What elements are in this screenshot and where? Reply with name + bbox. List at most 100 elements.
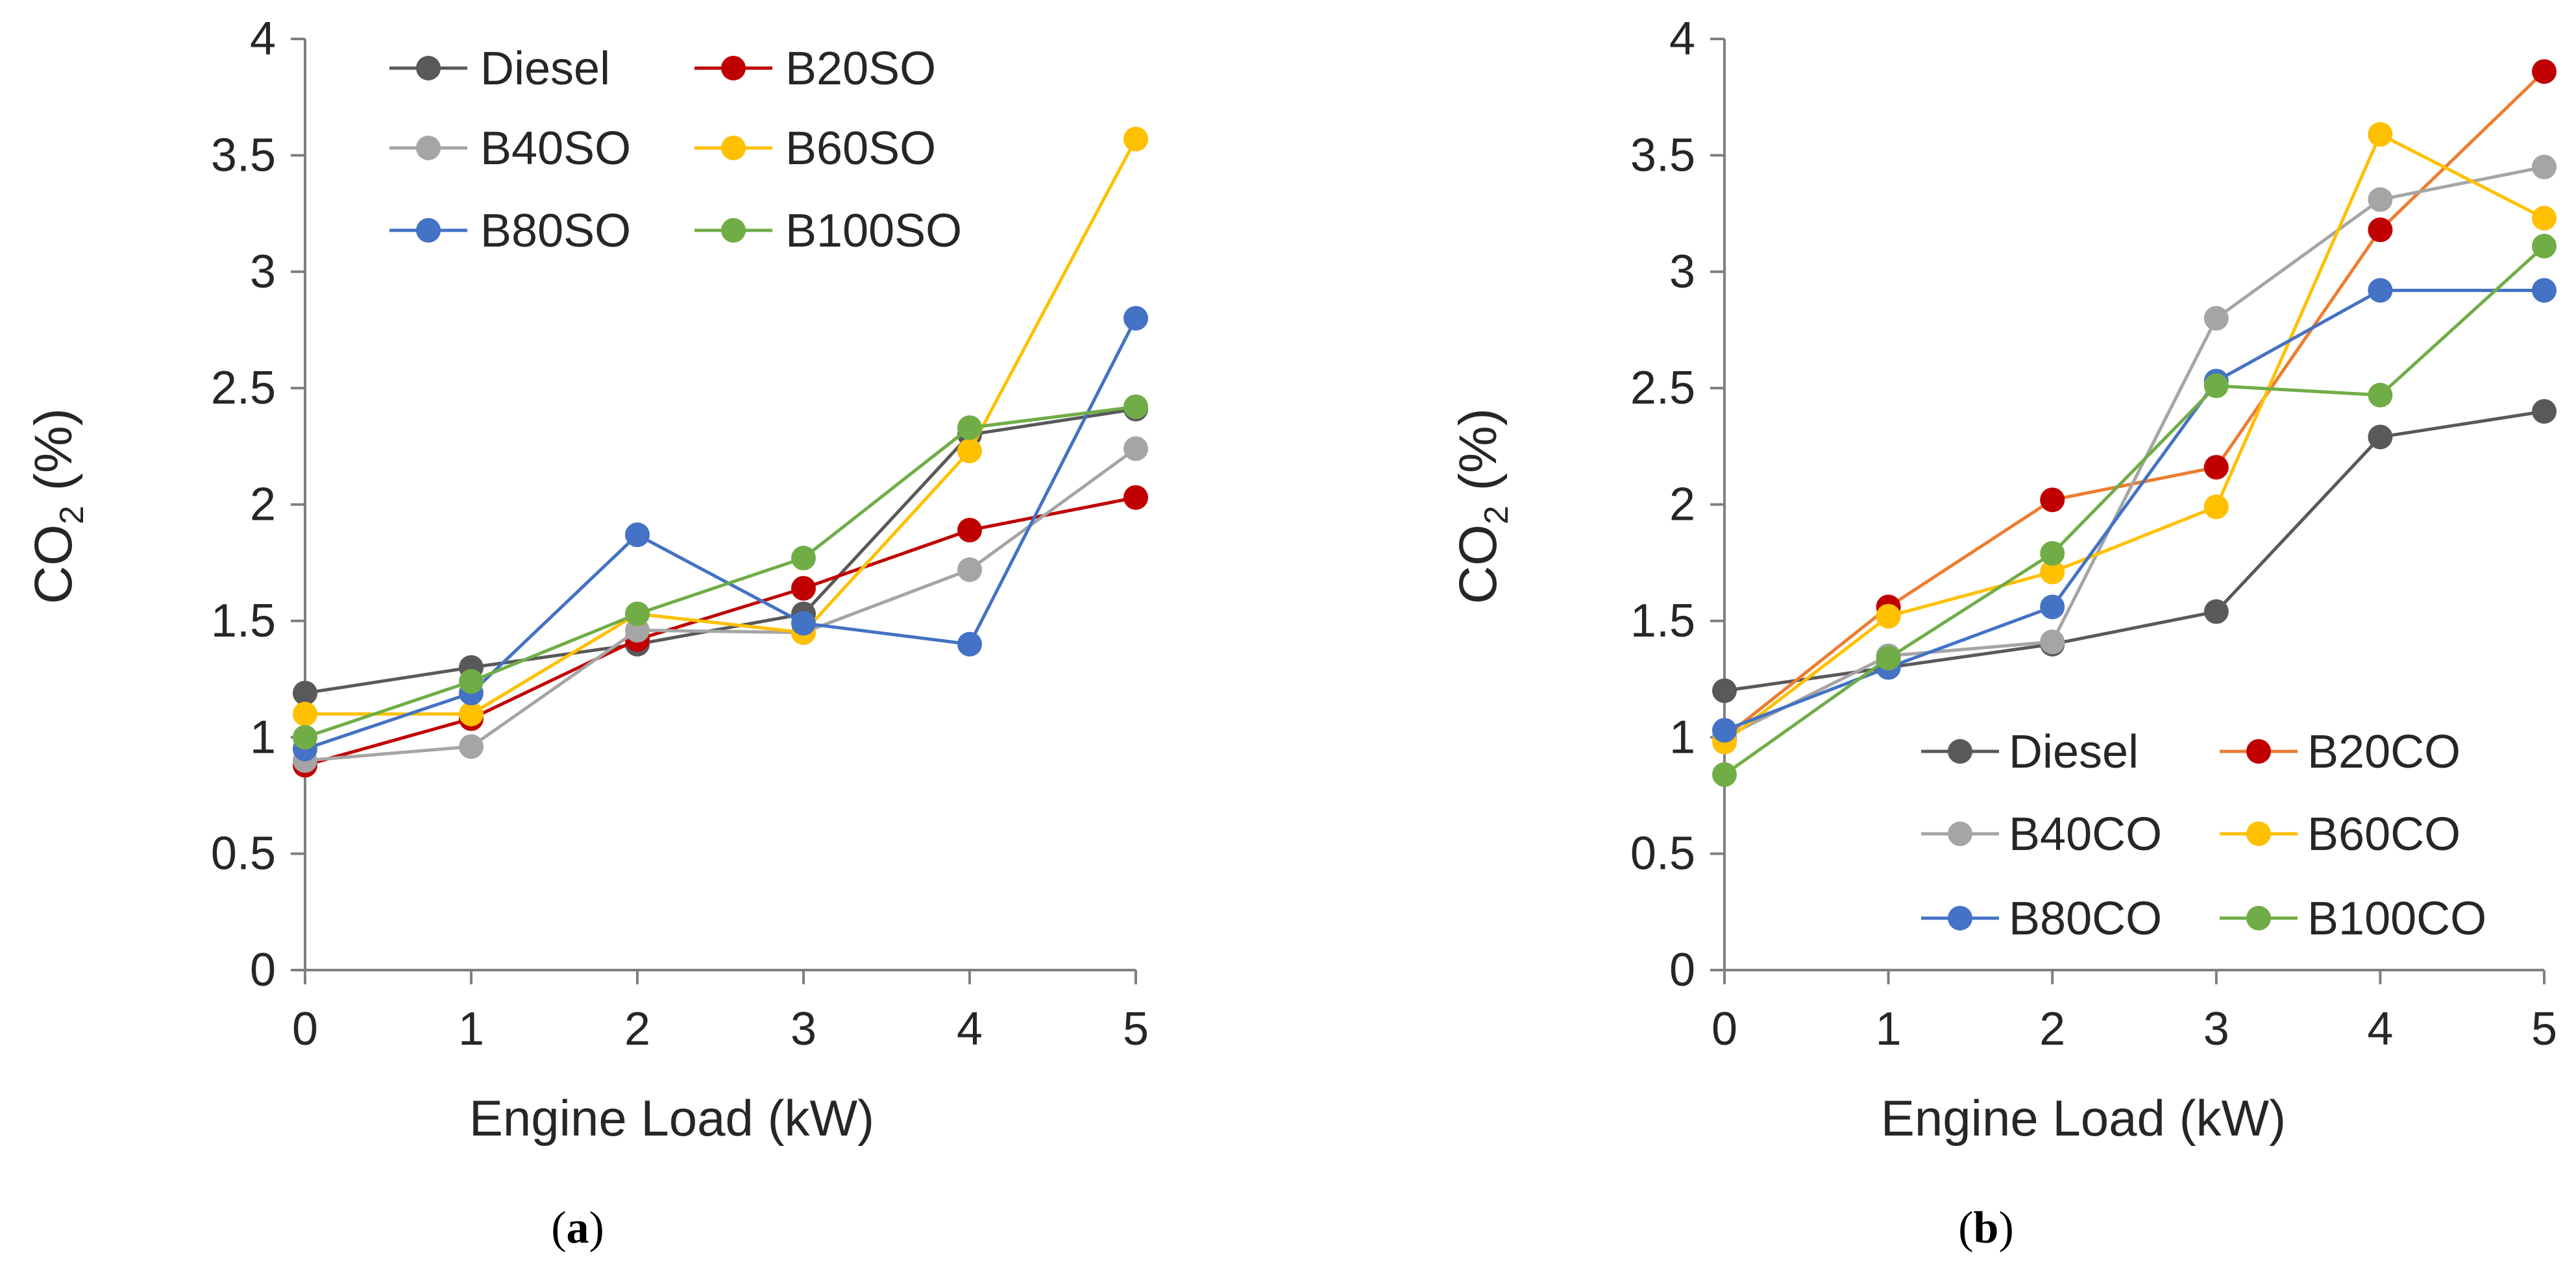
data-point-b40so xyxy=(459,734,484,759)
legend-marker xyxy=(2246,739,2271,764)
y-axis-label-main: CO xyxy=(1449,524,1508,604)
y-axis-label-unit: (%) xyxy=(1449,408,1508,505)
series-line-b60co xyxy=(1723,132,2545,744)
data-point-b20co xyxy=(2368,217,2393,243)
data-point-b40co xyxy=(2368,187,2393,212)
x-tick-label: 3 xyxy=(2203,1003,2229,1055)
legend-label: Diesel xyxy=(480,43,610,95)
data-point-b60so xyxy=(293,701,317,727)
x-tick-label: 4 xyxy=(2367,1003,2393,1055)
series-line-diesel xyxy=(304,407,1136,695)
y-tick-label: 3.5 xyxy=(1630,129,1695,181)
y-tick-label: 4 xyxy=(250,13,276,65)
data-point-b40co xyxy=(2203,306,2229,331)
legend-marker xyxy=(1948,739,1972,764)
series-line-b100so xyxy=(304,405,1136,739)
series-line-b40co xyxy=(1723,165,2545,739)
legend-label: B100CO xyxy=(2307,893,2486,945)
data-point-b80so xyxy=(625,522,650,548)
y-tick-label: 2 xyxy=(250,479,276,531)
y-axis-label-subscript: 2 xyxy=(1478,505,1515,524)
data-point-b100co xyxy=(2203,373,2229,398)
series-line-b100co xyxy=(1723,245,2545,776)
data-point-b20co xyxy=(2040,487,2065,513)
y-tick-label: 1.5 xyxy=(211,595,276,647)
legend: Diesel B20CO B40CO B60CO B80CO B100CO xyxy=(1921,726,2486,945)
legend-marker xyxy=(416,136,441,160)
panel-label: (b) xyxy=(1958,1203,2014,1253)
x-tick-label: 2 xyxy=(624,1003,650,1055)
data-point-b100co xyxy=(1712,762,1737,787)
x-tick-label: 3 xyxy=(791,1003,816,1055)
data-point-b20co xyxy=(2203,455,2229,480)
series-line-b20so xyxy=(304,496,1136,767)
data-point-b100co xyxy=(2532,234,2557,259)
y-axis-label-subscript: 2 xyxy=(53,505,91,524)
data-point-b80co xyxy=(2532,278,2557,303)
legend-label: B60CO xyxy=(2307,809,2460,860)
y-tick-label: 2.5 xyxy=(211,362,276,414)
data-point-b80so xyxy=(791,611,816,636)
data-point-b60co xyxy=(1876,603,1901,629)
x-axis-label: Engine Load (kW) xyxy=(1881,1089,2286,1147)
y-tick-label: 3 xyxy=(250,246,276,298)
legend-label: B60SO xyxy=(785,123,936,175)
y-axis-label: CO2 (%) xyxy=(24,408,91,604)
legend-marker xyxy=(1948,821,1972,846)
series-line-b80so xyxy=(304,317,1138,751)
panel-letter: a xyxy=(567,1203,589,1253)
data-point-b100co xyxy=(2040,541,2065,566)
data-point-b60co xyxy=(2532,206,2557,231)
data-point-b60co xyxy=(2368,122,2393,147)
chart-panel-b: 0 0.5 1 1.5 2 2.5 3 3.5 4 0 1 2 3 4 5 Engine Load (kW) C… xyxy=(1449,13,2557,1253)
y-tick-label: 2 xyxy=(1669,479,1695,531)
legend-label: B40SO xyxy=(480,123,631,175)
x-tick-label: 0 xyxy=(292,1003,318,1055)
x-tick-label: 2 xyxy=(2039,1003,2065,1055)
y-axis-label-unit: (%) xyxy=(24,408,83,505)
series-line-b40so xyxy=(304,447,1137,762)
y-tick-label: 0 xyxy=(1669,944,1695,996)
legend-marker xyxy=(721,56,746,80)
data-point-b100so xyxy=(459,669,484,694)
legend-marker xyxy=(1948,906,1972,930)
y-tick-label: 3.5 xyxy=(211,129,276,181)
panel-label: (a) xyxy=(551,1203,604,1253)
series-line-b60so xyxy=(305,138,1138,716)
data-point-b80so xyxy=(957,631,982,657)
data-point-b20so xyxy=(791,576,816,601)
data-point-b60so xyxy=(459,701,484,727)
y-tick-label: 0 xyxy=(250,944,276,996)
x-tick-label: 5 xyxy=(2531,1003,2557,1055)
data-point-diesel xyxy=(1712,678,1737,703)
data-point-b60co xyxy=(2040,559,2065,585)
y-tick-label: 3 xyxy=(1669,246,1695,298)
y-tick-label: 1.5 xyxy=(1630,595,1695,647)
legend-label: B20SO xyxy=(785,43,936,95)
legend-marker xyxy=(2246,821,2271,846)
legend-label: B20CO xyxy=(2307,726,2460,778)
y-axis-label-main: CO xyxy=(24,524,83,604)
legend-label: B40CO xyxy=(2009,809,2162,860)
data-point-diesel xyxy=(2368,424,2393,450)
data-point-b100co xyxy=(1876,646,1901,671)
data-point-b20co xyxy=(2532,59,2557,84)
legend-marker xyxy=(721,218,746,243)
panel-letter: b xyxy=(1974,1203,1999,1253)
y-tick-label: 0.5 xyxy=(211,828,276,880)
legend-label: Diesel xyxy=(2009,726,2139,778)
data-point-b40so xyxy=(1123,436,1148,461)
y-axis-label: CO2 (%) xyxy=(1449,408,1515,604)
x-tick-label: 0 xyxy=(1711,1003,1737,1055)
legend-marker xyxy=(2246,906,2271,930)
data-point-b100so xyxy=(957,415,982,441)
legend: Diesel B20SO B40SO B60SO B80SO B100SO xyxy=(389,43,962,257)
legend-label: B80CO xyxy=(2009,893,2162,945)
y-tick-label: 0.5 xyxy=(1630,828,1695,880)
data-point-b100so xyxy=(791,546,816,571)
legend-label: B80SO xyxy=(480,205,631,257)
data-point-b80co xyxy=(2040,594,2065,620)
data-point-b40co xyxy=(2532,154,2557,180)
legend-marker xyxy=(416,218,441,243)
